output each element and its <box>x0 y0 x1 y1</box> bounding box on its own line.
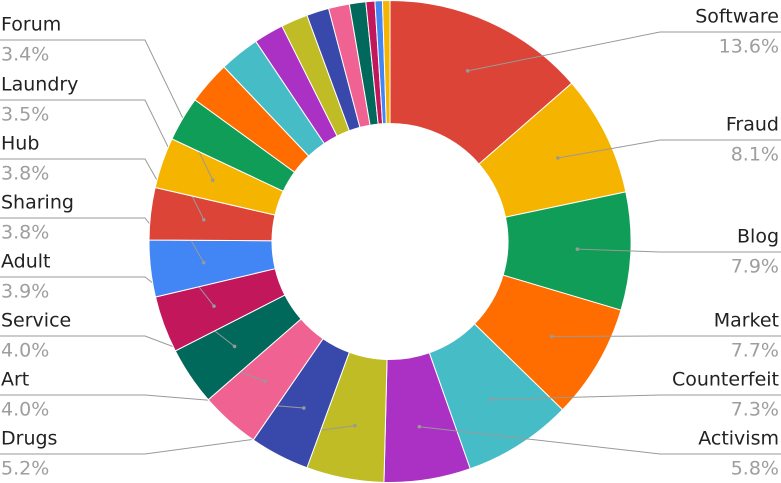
slice-label: Laundry <box>1 74 78 96</box>
slice-label: Software <box>695 6 779 28</box>
slice-label: Adult <box>1 251 51 273</box>
leader-dot <box>575 247 580 251</box>
slice-label: Sharing <box>1 192 74 214</box>
slice-value-label: 13.6% <box>719 36 779 58</box>
slice-label: Blog <box>737 226 779 248</box>
leader-line <box>557 139 781 159</box>
leader-dot <box>232 344 237 349</box>
leader-dot <box>201 260 206 265</box>
slice-value-label: 3.4% <box>1 44 49 66</box>
slice-label: Art <box>1 369 29 391</box>
leader-dot <box>302 406 306 410</box>
leader-dot <box>465 69 470 73</box>
leader-dot <box>556 156 560 160</box>
leader-dot <box>417 424 422 429</box>
slice-value-label: 3.8% <box>1 222 49 244</box>
slice-value-label: 5.2% <box>1 458 49 480</box>
slice-label: Fraud <box>726 114 779 136</box>
slice-value-label: 7.7% <box>731 340 779 362</box>
leader-line <box>577 248 781 253</box>
leader-line <box>467 31 781 72</box>
slice-value-label: 7.3% <box>731 399 779 421</box>
slice-label: Forum <box>1 14 61 36</box>
leader-dot <box>353 423 357 428</box>
leader-dot <box>489 397 493 402</box>
leader-dot <box>212 304 216 308</box>
leader-dot <box>201 217 206 222</box>
donut-slice <box>381 0 391 125</box>
slice-value-label: 5.8% <box>731 458 779 480</box>
slice-value-label: 8.1% <box>731 144 779 166</box>
slice-value-label: 3.9% <box>1 281 49 303</box>
slice-label: Counterfeit <box>672 369 779 391</box>
leader-dot <box>549 334 554 339</box>
slice-label: Market <box>714 310 779 332</box>
leader-dot <box>211 178 215 183</box>
slice-value-label: 3.5% <box>1 104 49 126</box>
slice-value-label: 3.8% <box>1 163 49 185</box>
slice-label: Service <box>1 310 71 332</box>
slice-label: Drugs <box>1 428 57 450</box>
leader-line <box>419 426 781 455</box>
slice-value-label: 7.9% <box>731 256 779 278</box>
slice-value-label: 4.0% <box>1 340 49 362</box>
slice-value-label: 4.0% <box>1 399 49 421</box>
leader-dot <box>263 379 267 384</box>
slice-label: Activism <box>698 428 779 450</box>
slice-label: Hub <box>1 133 39 155</box>
leader-line <box>490 394 781 400</box>
